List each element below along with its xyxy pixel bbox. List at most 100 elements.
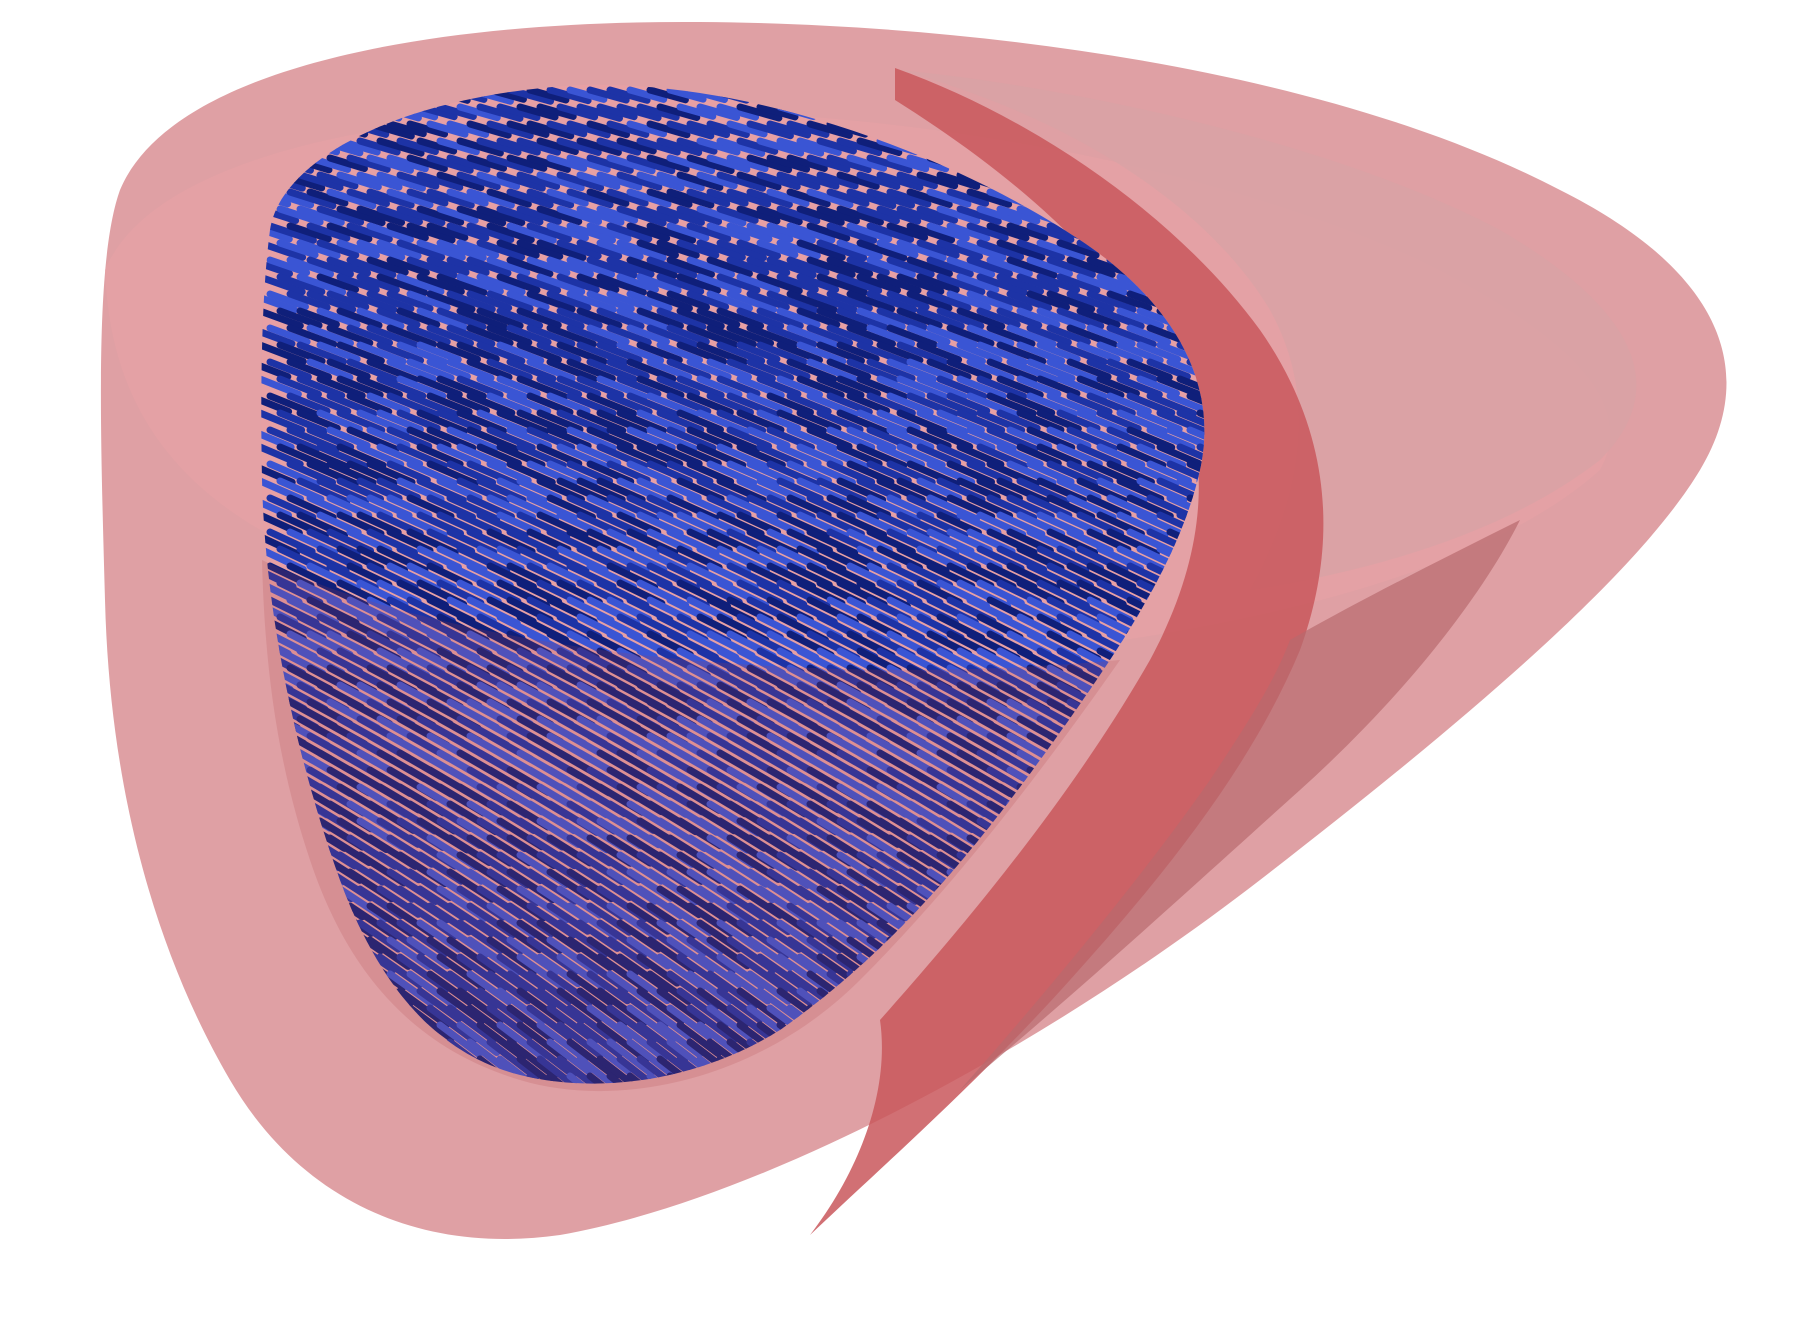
fiber-segment	[526, 290, 576, 313]
fiber-segment	[496, 477, 548, 504]
fiber-segment	[1006, 1072, 1054, 1084]
fiber-segment	[566, 1004, 617, 1044]
fiber-segment	[1036, 273, 1081, 294]
fiber-segment	[536, 987, 585, 1025]
fiber-segment	[1016, 375, 1062, 398]
fiber-segment	[646, 1004, 692, 1040]
fiber-segment	[616, 987, 670, 1028]
fiber-segment	[856, 409, 909, 435]
fiber-segment	[776, 171, 821, 190]
fiber-segment	[926, 358, 972, 381]
fiber-segment	[1126, 426, 1176, 451]
fiber-segment	[806, 188, 854, 209]
fiber-segment	[516, 171, 561, 190]
fiber-segment	[616, 273, 659, 293]
fiber-segment	[536, 443, 583, 467]
fiber-segment	[296, 171, 344, 191]
fiber-segment	[636, 137, 681, 156]
fiber-segment	[666, 222, 710, 242]
fiber-segment	[856, 443, 908, 470]
fiber-segment	[436, 1021, 483, 1058]
fiber-segment	[846, 188, 897, 210]
fiber-segment	[646, 222, 697, 244]
fiber-segment	[1066, 1004, 1112, 1040]
fiber-segment	[786, 256, 830, 276]
fiber-segment	[261, 409, 306, 434]
fiber-segment	[526, 120, 575, 140]
fiber-segment	[476, 205, 526, 227]
fiber-segment	[516, 341, 563, 364]
fiber-segment	[956, 239, 1007, 261]
fiber-segment	[826, 290, 873, 312]
fiber-segment	[276, 443, 330, 470]
fiber-segment	[406, 426, 452, 450]
fiber-segment	[576, 341, 629, 366]
fiber-segment	[1156, 375, 1205, 401]
fiber-segment	[1126, 460, 1180, 488]
fiber-segment	[426, 460, 479, 487]
fiber-segment	[516, 137, 561, 156]
fiber-segment	[876, 341, 924, 364]
fiber-segment	[716, 103, 760, 121]
fiber-segment	[456, 1021, 501, 1057]
fiber-segment	[546, 1038, 593, 1075]
fiber-segment	[586, 1038, 632, 1075]
fiber-segment	[396, 137, 439, 156]
fiber-segment	[261, 324, 296, 348]
fiber-segment	[1006, 426, 1053, 450]
fiber-segment	[826, 188, 870, 207]
fiber-segment	[1046, 1038, 1098, 1079]
fiber-segment	[496, 239, 540, 259]
fiber-segment	[646, 86, 689, 104]
fiber-segment	[846, 290, 896, 313]
fiber-segment	[966, 290, 1013, 312]
fiber-segment	[686, 256, 735, 278]
fiber-segment	[636, 307, 684, 330]
fiber-segment	[986, 392, 1037, 417]
fiber-segment	[716, 443, 770, 470]
fiber-segment	[1066, 324, 1118, 348]
fiber-segment	[406, 1004, 455, 1043]
fiber-segment	[396, 341, 449, 366]
fiber-segment	[736, 409, 785, 434]
fiber-segment	[356, 341, 407, 365]
fiber-segment	[1046, 1072, 1097, 1084]
fiber-segment	[786, 222, 836, 244]
fiber-segment	[756, 375, 802, 398]
fiber-segment	[666, 358, 712, 381]
fiber-segment	[376, 375, 427, 400]
fiber-segment	[1006, 290, 1053, 312]
fiber-segment	[1106, 426, 1156, 451]
fiber-segment	[376, 137, 425, 157]
fiber-segment	[456, 477, 510, 505]
fiber-segment	[376, 171, 426, 192]
fiber-segment	[836, 205, 884, 226]
fiber-segment	[1166, 936, 1205, 975]
fiber-segment	[386, 970, 435, 1007]
fiber-segment	[386, 256, 430, 277]
fiber-segment	[956, 443, 1005, 468]
fiber-segment	[546, 426, 592, 450]
fiber-segment	[686, 222, 732, 242]
fiber-segment	[906, 460, 960, 488]
fiber-segment	[306, 460, 359, 488]
fiber-segment	[566, 188, 614, 209]
fiber-segment	[376, 273, 428, 297]
fiber-segment	[586, 188, 630, 207]
fiber-segment	[976, 307, 1021, 329]
fiber-segment	[926, 324, 978, 349]
fiber-segment	[1056, 307, 1105, 330]
fiber-segment	[766, 358, 811, 380]
fiber-segment	[696, 443, 747, 469]
fiber-segment	[576, 375, 625, 399]
fiber-segment	[776, 409, 827, 435]
fiber-segment	[566, 290, 617, 314]
fiber-segment	[356, 443, 405, 468]
fiber-segment	[916, 239, 960, 259]
fiber-segment	[1076, 273, 1128, 296]
fiber-segment	[566, 324, 619, 349]
fiber-segment	[766, 426, 815, 451]
fiber-segment	[496, 307, 544, 329]
fiber-segment	[546, 154, 588, 172]
fiber-segment	[546, 1072, 592, 1084]
